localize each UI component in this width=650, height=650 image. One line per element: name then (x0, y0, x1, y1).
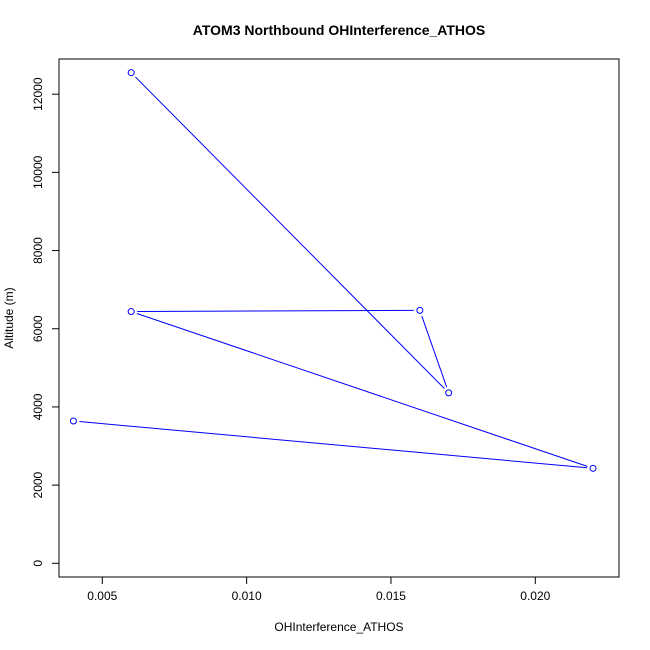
y-tick-label: 12000 (31, 77, 45, 111)
y-axis: 0 2000 4000 6000 8000 10000 12000 (31, 77, 59, 567)
data-point (127, 69, 135, 77)
series-line-segment (135, 76, 445, 389)
data-point (127, 308, 135, 316)
y-tick-label: 2000 (31, 471, 45, 498)
y-tick-label: 6000 (31, 315, 45, 342)
x-axis-label: OHInterference_ATHOS (274, 620, 403, 634)
x-tick-label: 0.015 (376, 589, 406, 603)
x-tick-label: 0.010 (232, 589, 262, 603)
data-point (589, 464, 597, 472)
series-line-segment (79, 421, 588, 469)
y-tick-label: 10000 (31, 155, 45, 189)
series-line-segment (421, 315, 448, 388)
data-point (416, 306, 424, 314)
y-tick-label: 4000 (31, 393, 45, 420)
series-layer (69, 69, 597, 472)
plot-frame (58, 58, 620, 578)
y-tick-label: 8000 (31, 237, 45, 264)
series-line-segment (136, 313, 588, 467)
chart-title: ATOM3 Northbound OHInterference_ATHOS (193, 22, 485, 38)
data-point (69, 417, 77, 425)
x-axis: 0.005 0.010 0.015 0.020 (87, 577, 551, 603)
y-tick-label: 0 (31, 560, 45, 567)
x-tick-label: 0.020 (520, 589, 550, 603)
x-tick-label: 0.005 (87, 589, 117, 603)
data-point (445, 389, 453, 397)
y-axis-label: Altitude (m) (2, 287, 16, 348)
